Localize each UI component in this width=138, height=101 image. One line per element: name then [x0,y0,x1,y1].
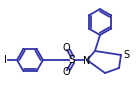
Text: I: I [4,55,7,65]
Text: N: N [83,56,91,66]
Text: S: S [69,55,75,65]
Text: S: S [123,50,129,60]
Text: O: O [62,67,70,77]
Text: O: O [62,43,70,53]
